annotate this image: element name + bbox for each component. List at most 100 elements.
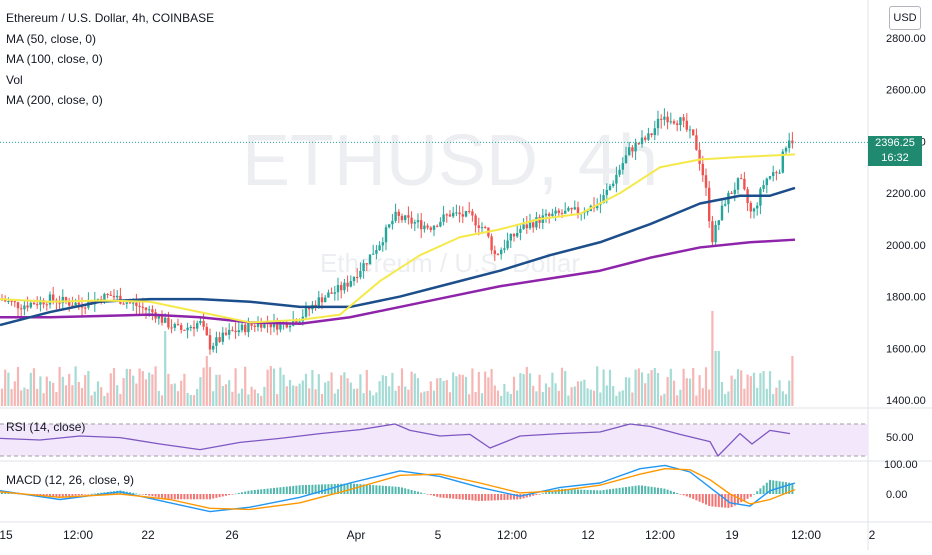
volume-bar [404,386,407,406]
macd-histogram-bar [717,494,720,508]
macd-histogram-bar [372,485,375,494]
candle-body [128,302,132,304]
legend-ma50[interactable]: MA (50, close, 0) [6,31,97,46]
macd-histogram-bar [612,488,615,494]
candle-body [781,151,784,173]
macd-legend[interactable]: MACD (12, 26, close, 9) [6,473,135,487]
volume-bar [500,395,503,406]
macd-histogram-bar [397,486,400,494]
volume-bar [528,373,532,406]
volume-bar [480,393,484,406]
candle-body [413,222,416,224]
volume-bar [458,374,461,406]
rsi-legend[interactable]: RSI (14, close) [6,420,86,434]
candle-body [64,296,68,302]
candle-body [663,116,666,120]
volume-bar [112,368,116,406]
candle-body [202,320,205,327]
candle-body [573,207,576,210]
macd-histogram-bar [87,494,90,495]
macd-histogram-bar [765,482,768,494]
macd-histogram-bar [362,484,365,494]
macd-histogram-bar [369,484,371,494]
macd-histogram-bar [401,487,403,494]
macd-histogram-bar [599,490,602,494]
macd-histogram-bar [538,494,541,495]
volume-bar [768,371,772,406]
macd-histogram-bar [74,494,77,496]
candle-body [471,211,474,216]
macd-histogram-bar [733,494,736,506]
macd-histogram-bar [615,488,618,494]
volume-bar [688,378,692,406]
volume-bar [327,381,330,406]
candle-body [554,210,557,214]
currency-button[interactable]: USD [889,6,921,30]
macd-histogram-bar [785,482,787,494]
macd-histogram-bar [218,494,221,498]
volume-bar [519,373,522,406]
macd-histogram-bar [602,490,605,494]
candle-body [464,210,468,217]
volume-bar [416,378,420,406]
volume-bar [493,385,496,406]
macd-histogram-bar [577,489,579,494]
legend-vol[interactable]: Vol [6,72,23,87]
volume-bar [269,366,272,406]
volume-bar [621,390,624,406]
candle-body [490,236,493,251]
volume-bar [474,391,477,406]
macd-histogram-bar [100,492,103,494]
volume-bar [765,388,768,406]
macd-histogram-bar [391,486,394,494]
macd-histogram-bar [740,494,743,503]
volume-bar [439,377,442,406]
symbol-title[interactable]: Ethereum / U.S. Dollar, 4h, COINBASE [6,11,215,25]
macd-histogram-bar [506,494,509,500]
ma200-line [0,238,796,325]
volume-bar [260,395,263,406]
candle-body [560,212,564,214]
candle-body [16,302,20,309]
candle-body [461,214,464,217]
candle-body [688,129,692,131]
volume-bar [362,393,365,406]
macd-histogram-bar [81,494,83,495]
volume-bar [96,381,100,406]
macd-histogram-bar [84,494,87,495]
volume-bar [672,380,676,406]
candle-body [84,307,87,309]
candle-body [605,189,608,196]
macd-histogram-bar [132,492,135,494]
macd-histogram-bar [554,489,557,494]
candle-body [516,232,519,237]
macd-histogram-bar [10,493,13,494]
volume-bar [128,369,132,406]
volume-bar [106,392,109,406]
volume-bar [288,380,292,406]
time-tick-label: 15 [0,528,13,542]
macd-histogram-bar [439,494,442,498]
volume-bar [608,369,612,406]
candle-body [570,207,573,210]
candle-body [724,204,727,206]
legend-ma100[interactable]: MA (100, close, 0) [6,52,103,66]
candle-body [455,212,458,214]
macd-histogram-bar [71,494,74,497]
candle-body [228,329,231,335]
candle-body [263,321,266,328]
legend-ma200[interactable]: MA (200, close, 0) [6,93,103,107]
volume-bar [564,371,567,406]
volume-bar [263,386,266,406]
volume-bar [471,368,474,406]
volume-bar [167,373,170,406]
volume-bar [586,388,589,406]
volume-bar [356,388,359,406]
volume-bar [320,393,324,406]
volume-bar [295,386,298,406]
volume-bar [708,389,711,406]
candle-body [39,300,42,305]
candle-body [394,211,397,221]
